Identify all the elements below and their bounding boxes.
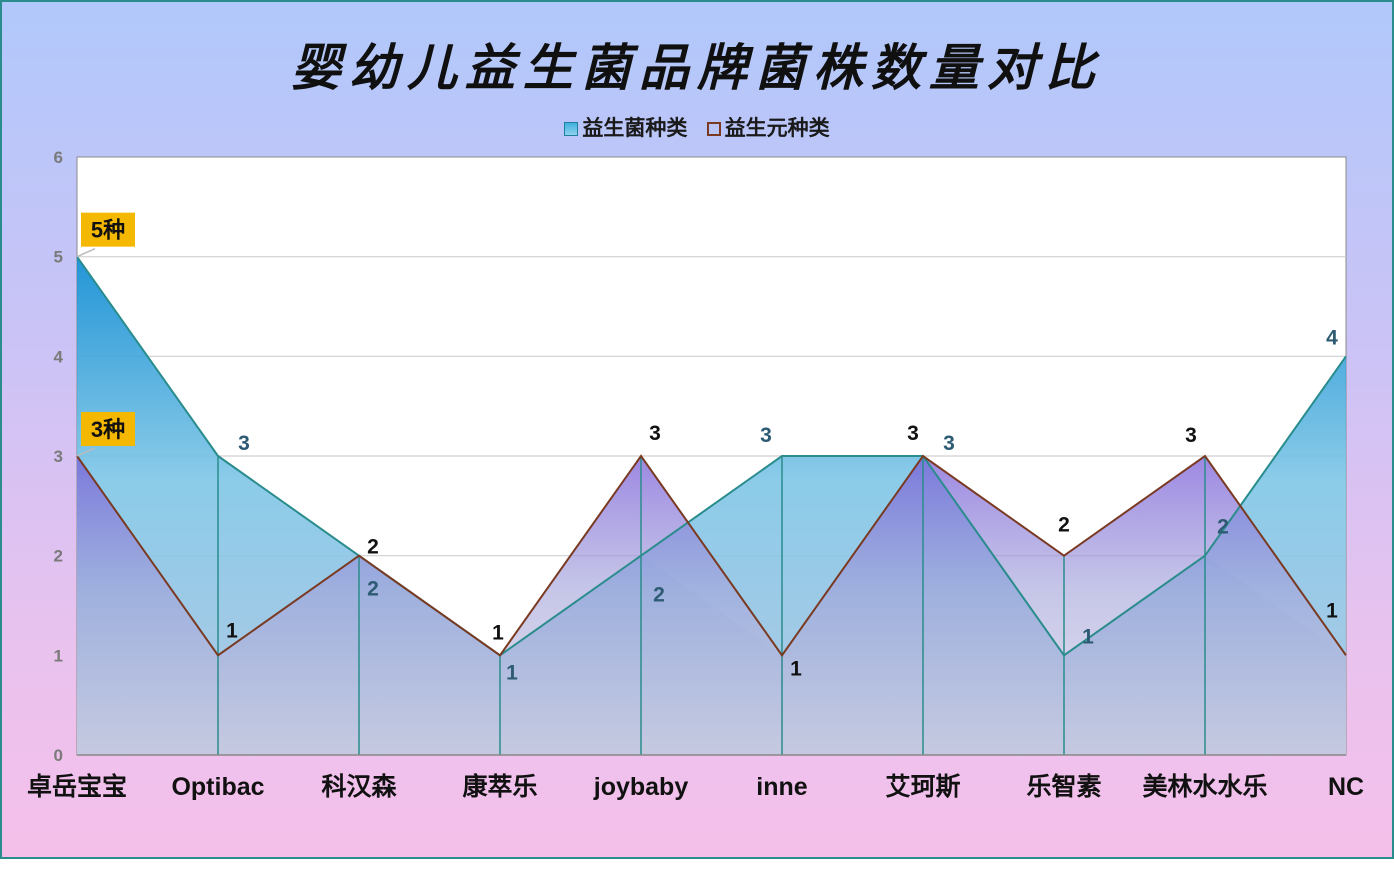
legend-item-prebiotic: 益生元种类 [706,112,830,142]
y-tick-label: 3 [54,447,63,466]
data-label-probiotic: 3 [238,432,250,455]
y-tick-label: 6 [54,148,63,167]
x-tick-label: 艾珂斯 [885,773,960,801]
data-label-probiotic: 4 [1326,326,1338,349]
data-label-probiotic: 2 [653,584,665,607]
data-label-prebiotic: 3 [649,422,661,445]
data-label-probiotic: 3 [943,432,955,455]
x-tick-label: 科汉森 [321,773,397,801]
x-tick-label: NC [1328,773,1364,801]
axes: 0 1 2 3 4 5 6 卓岳宝宝 Optibac 科汉森 康萃乐 joybaby inne 艾珂斯 乐智… [27,148,1364,801]
callout-leader [76,447,96,457]
callout-prebiotic-first: 3种 [76,412,135,457]
x-tick-label: 美林水水乐 [1142,772,1267,801]
line-probiotic [76,256,1347,657]
data-label-prebiotic: 1 [1326,599,1338,622]
series-lines [76,256,1347,755]
area-prebiotic [77,456,1346,755]
callout-probiotic-first: 5种 [76,212,135,258]
callout-text: 5种 [91,218,125,243]
callout-badge [81,212,135,247]
x-tick-label: inne [756,773,807,801]
y-tick-label: 0 [54,746,63,765]
x-tick-label: 卓岳宝宝 [27,772,127,801]
y-tick-label: 2 [54,547,63,566]
series-areas [77,256,1346,755]
legend: 益生菌种类 益生元种类 [0,112,1394,142]
callout-text: 3种 [91,417,125,442]
line-prebiotic [76,454,1347,658]
legend-label-prebiotic: 益生元种类 [724,116,830,140]
data-label-prebiotic: 3 [1185,424,1197,447]
data-label-prebiotic: 1 [226,619,238,642]
x-tick-label: 康萃乐 [462,772,537,801]
data-label-probiotic: 1 [1082,625,1094,648]
y-tick-label: 1 [54,646,63,665]
data-label-probiotic: 1 [506,661,518,684]
legend-swatch-probiotic [564,122,579,136]
chart-title: 婴幼儿益生菌品牌菌株数量对比 [291,38,1103,97]
legend-label-probiotic: 益生菌种类 [582,116,688,140]
data-labels: 3 2 1 2 3 3 1 2 4 1 2 1 3 1 3 2 3 1 [226,326,1338,684]
callout-badge [81,412,135,446]
y-tick-label: 5 [54,248,63,267]
data-label-probiotic: 2 [1217,516,1229,539]
data-label-prebiotic: 1 [790,657,802,680]
legend-swatch-prebiotic [706,122,721,136]
data-label-prebiotic: 3 [907,422,919,445]
data-label-prebiotic: 2 [367,536,379,559]
x-tick-label: Optibac [171,773,264,801]
x-tick-label: joybaby [593,773,689,801]
y-tick-label: 4 [54,347,64,366]
data-label-prebiotic: 1 [492,621,504,644]
data-label-probiotic: 2 [367,578,379,601]
data-label-probiotic: 3 [760,424,772,447]
data-label-prebiotic: 2 [1058,514,1070,537]
callouts: 5种 3种 [76,212,135,457]
x-tick-label: 乐智素 [1026,772,1101,801]
callout-leader [76,247,96,258]
legend-item-probiotic: 益生菌种类 [564,112,687,142]
